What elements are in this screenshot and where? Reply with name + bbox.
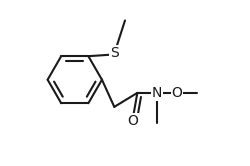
Text: O: O (172, 86, 182, 100)
Text: S: S (110, 45, 119, 60)
Text: N: N (152, 86, 162, 100)
Text: O: O (127, 114, 138, 128)
